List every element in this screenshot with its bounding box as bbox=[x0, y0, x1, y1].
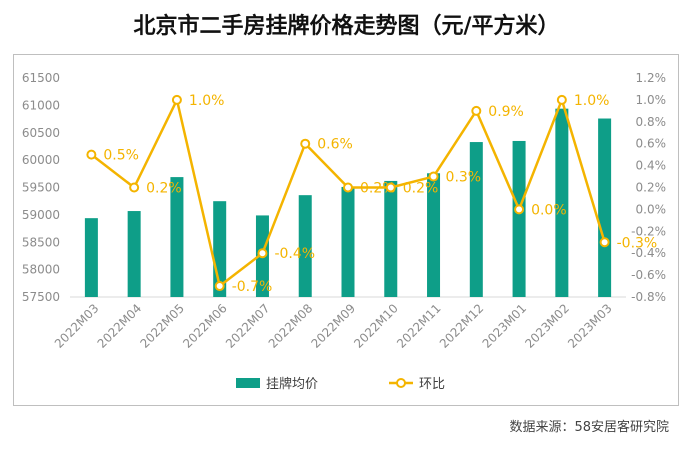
mom-change-data-label: 0.0% bbox=[531, 202, 567, 218]
mom-change-point bbox=[428, 171, 439, 182]
y-left-tick-label: 60500 bbox=[22, 126, 60, 140]
y-right-tick-label: 0.0% bbox=[636, 202, 667, 216]
mom-change-data-label: -0.4% bbox=[274, 246, 315, 262]
chart-title: 北京市二手房挂牌价格走势图（元/平方米） bbox=[133, 14, 560, 39]
legend-line-label: 环比 bbox=[419, 377, 445, 392]
bar-listing-price bbox=[555, 108, 569, 297]
mom-change-data-label: -0.3% bbox=[617, 235, 658, 251]
y-left-tick-label: 57500 bbox=[22, 290, 60, 304]
mom-change-data-label: 0.9% bbox=[488, 104, 524, 120]
bar-listing-price bbox=[384, 180, 398, 297]
mom-change-data-label: 0.2% bbox=[403, 181, 439, 197]
bar-listing-price bbox=[298, 195, 312, 297]
y-right-tick-label: 0.4% bbox=[636, 159, 667, 173]
x-tick-label: 2022M05 bbox=[137, 301, 187, 351]
mom-change-data-label: 0.6% bbox=[317, 137, 353, 153]
mom-change-point bbox=[86, 149, 97, 160]
mom-change-point bbox=[171, 94, 182, 105]
x-tick-label: 2022M06 bbox=[180, 301, 230, 351]
y-right-tick-label: -0.8% bbox=[631, 290, 666, 304]
mom-change-data-label: 1.0% bbox=[189, 93, 225, 109]
mom-change-point bbox=[343, 182, 353, 193]
mom-change-data-label: -0.7% bbox=[232, 279, 273, 295]
x-tick-label: 2022M08 bbox=[266, 301, 316, 351]
y-left-tick-label: 59000 bbox=[22, 208, 60, 222]
mom-change-point bbox=[471, 105, 482, 116]
x-tick-label: 2023M01 bbox=[480, 301, 530, 351]
y-left-tick-label: 61500 bbox=[22, 71, 60, 85]
y-left-tick-label: 58500 bbox=[22, 235, 60, 249]
mom-change-data-label: 0.2% bbox=[146, 181, 182, 197]
y-right-tick-label: -0.4% bbox=[631, 246, 666, 260]
mom-change-data-label: 0.2% bbox=[360, 181, 396, 197]
x-tick-label: 2022M09 bbox=[309, 301, 359, 351]
bar-listing-price bbox=[127, 211, 141, 297]
mom-change-data-label: 0.5% bbox=[103, 148, 139, 164]
mom-change-point bbox=[599, 237, 610, 248]
bar-listing-price bbox=[469, 142, 483, 297]
y-right-tick-label: 0.8% bbox=[636, 115, 667, 129]
x-tick-label: 2022M10 bbox=[351, 301, 401, 351]
y-left-tick-label: 58000 bbox=[22, 263, 60, 277]
legend-bar-swatch bbox=[236, 378, 260, 388]
y-right-tick-label: -0.2% bbox=[631, 224, 666, 238]
x-tick-label: 2022M03 bbox=[52, 301, 102, 351]
y-right-tick-label: 1.0% bbox=[636, 93, 667, 107]
mom-change-point bbox=[300, 138, 311, 149]
x-tick-label: 2023M03 bbox=[565, 301, 615, 351]
mom-change-point bbox=[556, 94, 567, 105]
mom-change-data-label: 0.3% bbox=[446, 170, 482, 186]
bar-listing-price bbox=[427, 173, 441, 297]
bar-listing-price bbox=[341, 186, 355, 297]
legend-bar-label: 挂牌均价 bbox=[266, 376, 318, 392]
bar-listing-price bbox=[512, 140, 526, 297]
mom-change-point bbox=[214, 281, 225, 292]
y-right-tick-label: 0.2% bbox=[636, 181, 667, 195]
y-right-tick-label: 0.6% bbox=[636, 137, 667, 151]
mom-change-data-label: 1.0% bbox=[574, 93, 610, 109]
legend-line-marker bbox=[396, 378, 406, 388]
x-tick-label: 2022M11 bbox=[394, 301, 444, 351]
y-left-tick-label: 61000 bbox=[22, 98, 60, 112]
y-left-tick-label: 59500 bbox=[22, 181, 60, 195]
bar-listing-price bbox=[170, 177, 184, 297]
x-tick-label: 2022M07 bbox=[223, 301, 273, 351]
mom-change-point bbox=[257, 248, 268, 259]
y-right-tick-label: 1.2% bbox=[636, 71, 667, 85]
mom-change-point bbox=[514, 204, 525, 215]
mom-change-point bbox=[385, 182, 396, 193]
x-tick-label: 2022M04 bbox=[95, 301, 145, 351]
y-left-tick-label: 60000 bbox=[22, 153, 60, 167]
bar-listing-price bbox=[84, 218, 98, 297]
mom-change-point bbox=[129, 182, 140, 193]
bar-listing-price bbox=[598, 118, 612, 297]
chart-frame bbox=[13, 54, 679, 406]
x-tick-label: 2023M02 bbox=[522, 301, 572, 351]
y-right-tick-label: -0.6% bbox=[631, 268, 666, 282]
data-source-note: 数据来源：58安居客研究院 bbox=[509, 420, 669, 435]
x-tick-label: 2022M12 bbox=[437, 301, 487, 351]
